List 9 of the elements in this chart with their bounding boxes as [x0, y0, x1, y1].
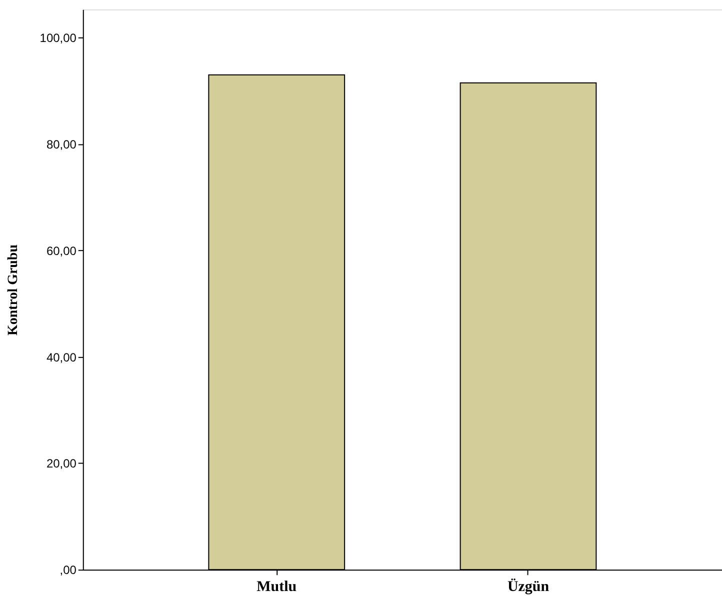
- x-tick-label: Üzgün: [507, 578, 550, 596]
- y-tick-label: 100,00: [40, 31, 77, 46]
- y-tick-label: 20,00: [46, 456, 77, 471]
- x-tick-label: Mutlu: [256, 579, 297, 596]
- y-tick-label: 40,00: [46, 350, 77, 364]
- y-tick-label: 80,00: [46, 138, 77, 152]
- y-axis-title: Kontrol Grubu: [6, 244, 21, 336]
- y-tick-label: 60,00: [46, 244, 77, 258]
- y-tick-label: ,00: [60, 563, 77, 578]
